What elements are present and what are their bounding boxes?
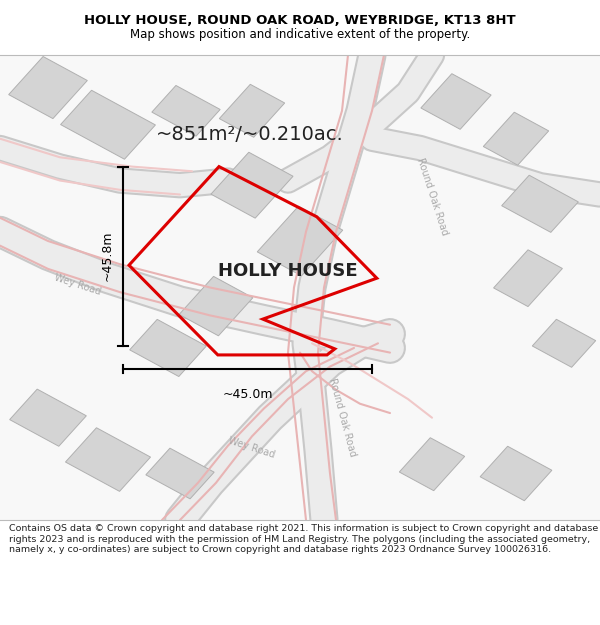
Polygon shape xyxy=(152,86,220,136)
Polygon shape xyxy=(211,152,293,218)
Text: Wey Road: Wey Road xyxy=(227,436,277,460)
Polygon shape xyxy=(480,446,552,501)
Polygon shape xyxy=(494,250,562,307)
Polygon shape xyxy=(10,389,86,446)
Text: ~45.8m: ~45.8m xyxy=(101,231,114,281)
Text: HOLLY HOUSE, ROUND OAK ROAD, WEYBRIDGE, KT13 8HT: HOLLY HOUSE, ROUND OAK ROAD, WEYBRIDGE, … xyxy=(84,14,516,27)
Polygon shape xyxy=(400,438,464,491)
Polygon shape xyxy=(65,428,151,491)
Polygon shape xyxy=(220,84,284,138)
Polygon shape xyxy=(484,112,548,165)
Polygon shape xyxy=(502,175,578,232)
Text: Contains OS data © Crown copyright and database right 2021. This information is : Contains OS data © Crown copyright and d… xyxy=(9,524,598,554)
Text: Wey Road: Wey Road xyxy=(53,273,103,298)
Polygon shape xyxy=(8,56,88,119)
Polygon shape xyxy=(179,276,253,336)
Polygon shape xyxy=(421,74,491,129)
Polygon shape xyxy=(61,90,155,159)
Text: HOLLY HOUSE: HOLLY HOUSE xyxy=(218,262,358,280)
Text: ~45.0m: ~45.0m xyxy=(222,388,273,401)
Text: Map shows position and indicative extent of the property.: Map shows position and indicative extent… xyxy=(130,28,470,41)
Polygon shape xyxy=(257,206,343,276)
Text: Round Oak Road: Round Oak Road xyxy=(415,157,449,237)
Polygon shape xyxy=(146,448,214,499)
Text: Round Oak Road: Round Oak Road xyxy=(326,378,358,458)
Text: ~851m²/~0.210ac.: ~851m²/~0.210ac. xyxy=(156,124,344,144)
Polygon shape xyxy=(532,319,596,368)
Polygon shape xyxy=(130,319,206,376)
